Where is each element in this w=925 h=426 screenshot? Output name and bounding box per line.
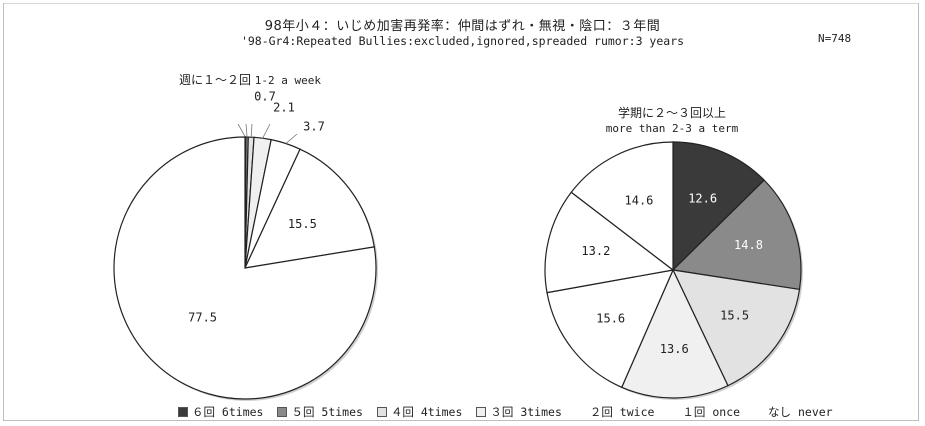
pie-slice (671, 179, 802, 291)
pie-slice-label: 14.6 (625, 194, 654, 208)
legend-swatch (668, 407, 679, 417)
legend-label: ２回 twice (589, 405, 655, 419)
frame-top-border (3, 3, 919, 4)
legend-item: ６回 6times (178, 404, 263, 420)
pie-leader-line (245, 123, 248, 138)
left-pie-title: 週に１～２回 1-2 a week (150, 73, 350, 88)
right-pie-title-en: more than 2-3 a term (605, 122, 739, 135)
right-pie-title-jp: 学期に２～３回以上 (617, 106, 726, 120)
legend-label: ６回 6times (192, 405, 264, 419)
legend: ６回 6times ５回 5times ４回 4times ３回 3times ２回 t… (178, 404, 847, 420)
pie-slice (113, 136, 377, 400)
pie-slice-label: 0.7 (254, 90, 276, 104)
legend-label: ５回 5times (291, 405, 363, 419)
legend-label: ４回 4times (390, 405, 463, 419)
pie-slice-label: 77.5 (188, 310, 217, 324)
legend-label: なし never (768, 405, 833, 419)
legend-item: なし never (754, 404, 833, 420)
legend-item: ４回 4times (376, 404, 463, 420)
chart-title-english: '98-Gr4:Repeated Bullies:excluded,ignore… (240, 34, 685, 48)
pie-slice (546, 269, 674, 389)
legend-swatch (376, 407, 387, 417)
pie-slice-label: 14.8 (734, 238, 763, 252)
pie-slice-label: 3.7 (303, 120, 325, 134)
pie-slice-label: 15.5 (288, 217, 317, 231)
legend-item: １回 once (668, 404, 740, 420)
pie-slice (243, 148, 375, 269)
pie-slice-label: 15.5 (720, 308, 749, 322)
chart-frame (3, 3, 919, 421)
legend-item: ３回 3times (476, 404, 562, 420)
legend-item: ５回 5times (277, 404, 363, 420)
legend-label: １回 once (682, 405, 741, 419)
left-pie-title-jp: 週に１～２回 (178, 73, 251, 87)
legend-swatch (476, 407, 487, 417)
sample-size-label: N=748 (818, 32, 852, 45)
left-pie-title-en: 1-2 a week (254, 74, 322, 87)
pie-leader-line (237, 123, 246, 138)
legend-swatch (575, 407, 586, 417)
legend-item: ２回 twice (575, 404, 655, 420)
pie-leader-line (262, 123, 271, 139)
pie-slice-label: 2.1 (273, 101, 295, 115)
pie-slice-label: 15.6 (596, 312, 625, 326)
pie-slice-label: 0.3 (225, 106, 247, 120)
pie-slice (672, 141, 765, 272)
legend-label: ３回 3times (490, 405, 562, 419)
pie-leader-line (250, 123, 253, 138)
pie-leader-line (285, 133, 298, 144)
pie-slice-label: 12.6 (688, 192, 717, 206)
pie-slice (570, 141, 674, 272)
pie-slice (620, 268, 729, 399)
pie-slice-label: 13.2 (581, 244, 610, 258)
legend-swatch (178, 407, 188, 417)
right-pie-title: 学期に２～３回以上 more than 2-3 a term (572, 106, 772, 136)
legend-swatch (754, 407, 765, 417)
legend-swatch (277, 407, 288, 417)
pie-slice (671, 269, 801, 387)
pie-slice-label: 0.1 (194, 89, 216, 103)
pie-slice-label: 13.6 (660, 342, 689, 356)
chart-title-japanese: 98年小４：いじめ加害再発率：仲間はずれ・無視・陰口：３年間 (264, 19, 661, 34)
pie-slice (544, 191, 675, 294)
